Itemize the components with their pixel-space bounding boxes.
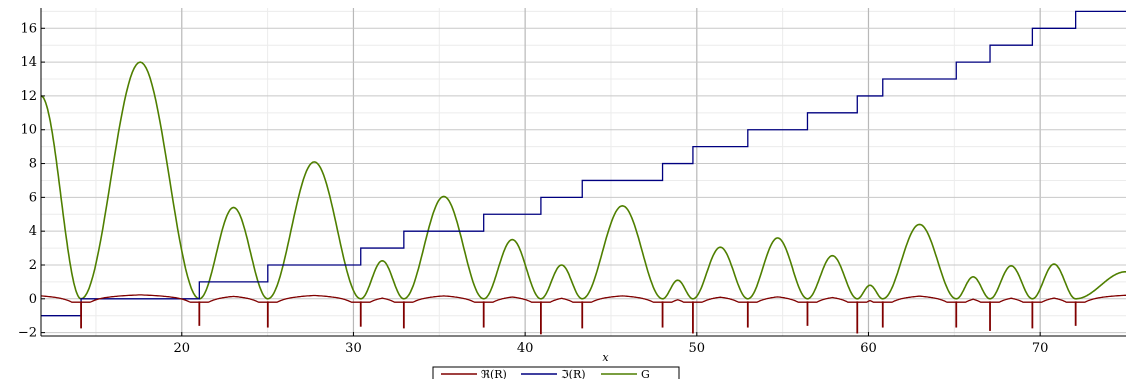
legend-label: G bbox=[641, 368, 650, 379]
y-tick-label: 10 bbox=[20, 123, 37, 138]
x-tick-label: 60 bbox=[860, 341, 877, 356]
y-tick-label: 6 bbox=[29, 190, 37, 205]
legend-label: ℜ(R) bbox=[481, 368, 507, 379]
tick-labels: 20 30 40 50 60 70 −2 0 2 4 6 8 10 12 14 16 bbox=[18, 21, 1049, 356]
x-tick-label: 70 bbox=[1032, 341, 1049, 356]
y-tick-label: 2 bbox=[29, 258, 37, 273]
series-im-line bbox=[41, 10, 1126, 317]
x-tick-label: 50 bbox=[689, 341, 706, 356]
y-tick-label: 8 bbox=[29, 157, 37, 172]
major-grid bbox=[41, 8, 1126, 336]
legend-label: ℑ(R) bbox=[561, 368, 586, 379]
y-tick-label: 0 bbox=[29, 292, 37, 307]
y-tick-label: 4 bbox=[29, 224, 37, 239]
x-tick-label: 40 bbox=[517, 341, 534, 356]
y-tick-label: 14 bbox=[20, 55, 37, 70]
legend: ℜ(R) ℑ(R) G bbox=[432, 366, 680, 379]
x-tick-label: 20 bbox=[174, 341, 191, 356]
series-re-line bbox=[41, 294, 1126, 303]
y-tick-label: −2 bbox=[18, 326, 37, 341]
legend-box bbox=[432, 366, 680, 379]
x-tick-label: 30 bbox=[345, 341, 362, 356]
series-im bbox=[41, 10, 1126, 317]
x-axis-label: x bbox=[602, 351, 609, 364]
y-tick-label: 16 bbox=[20, 21, 37, 36]
series-re bbox=[41, 294, 1126, 335]
minor-grid bbox=[41, 8, 1126, 336]
axes bbox=[40, 8, 1126, 337]
y-tick-label: 12 bbox=[20, 89, 37, 104]
